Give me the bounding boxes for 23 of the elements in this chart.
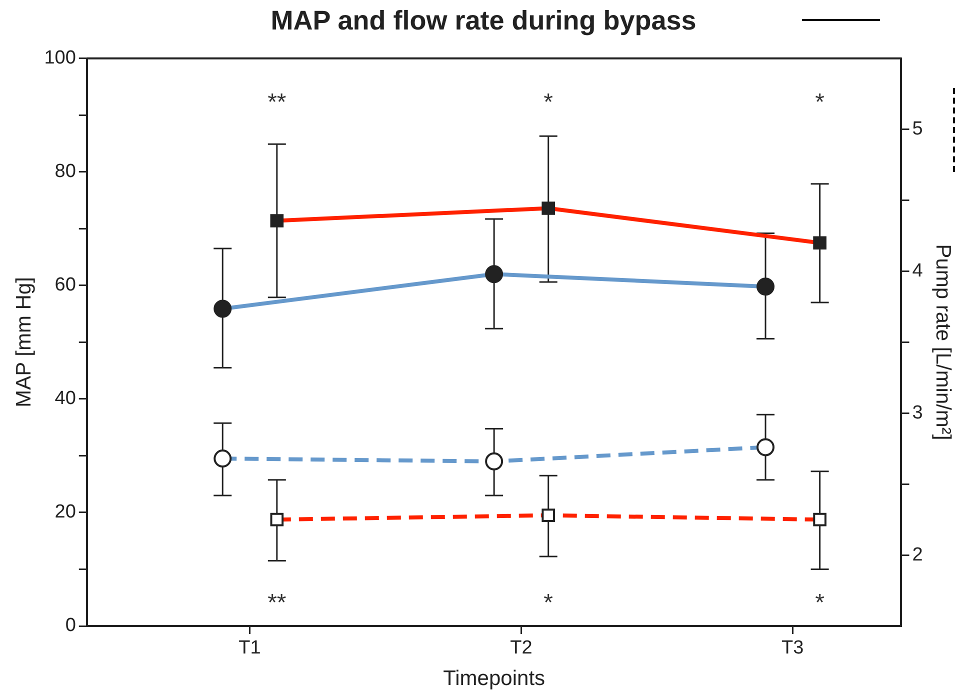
annotation: *: [815, 590, 824, 617]
annotation: *: [815, 89, 824, 116]
x-tick-label: T3: [782, 638, 804, 659]
y2-tick-label: 3: [912, 402, 923, 424]
y-tick-label: 80: [54, 161, 76, 182]
chart-title: MAP and flow rate during bypass: [270, 6, 696, 36]
x-tick-label: T1: [238, 638, 261, 659]
y2-axis-title: Pump rate [L/min/m²]: [932, 244, 955, 440]
x-axis-title: Timepoints: [443, 667, 546, 690]
annotation: *: [544, 590, 554, 617]
y-tick-label: 0: [65, 615, 76, 636]
y-tick-label: 60: [54, 274, 76, 296]
y-tick-label: 100: [44, 48, 76, 69]
y2-tick-label: 2: [912, 544, 923, 566]
x-tick-label: T2: [510, 638, 532, 659]
y2-tick-label: 4: [912, 260, 924, 282]
annotation: **: [268, 590, 286, 617]
annotation: *: [544, 89, 554, 116]
y2-tick-label: 5: [912, 118, 923, 140]
y-axis-title: MAP [mm Hg]: [12, 277, 36, 408]
y-tick-label: 20: [54, 502, 76, 523]
y-tick-label: 40: [54, 388, 76, 410]
annotation: **: [268, 89, 286, 116]
